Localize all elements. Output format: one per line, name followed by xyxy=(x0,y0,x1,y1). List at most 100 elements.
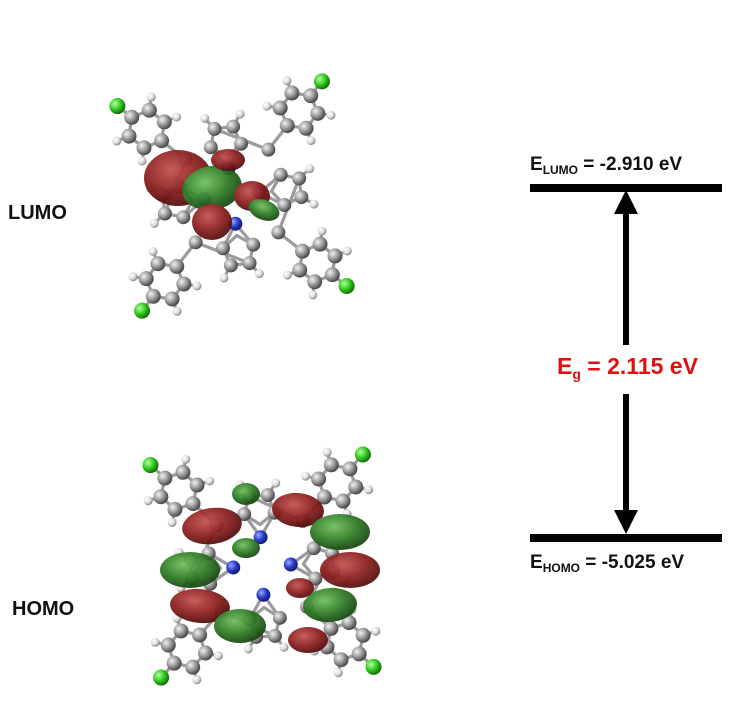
carbon-atom xyxy=(341,615,357,631)
chlorine-atom xyxy=(354,446,371,463)
carbon-atom xyxy=(167,501,183,517)
carbon-atom xyxy=(145,288,161,304)
carbon-atom xyxy=(215,241,230,256)
hydrogen-atom xyxy=(326,110,336,120)
carbon-atom xyxy=(153,489,169,505)
carbon-atom xyxy=(333,652,349,668)
carbon-atom xyxy=(327,248,343,264)
carbon-atom xyxy=(272,100,288,116)
carbon-atom xyxy=(242,256,257,271)
band-gap-label: Eg = 2.115 eV xyxy=(553,353,702,382)
carbon-atom xyxy=(261,142,276,157)
carbon-atom xyxy=(185,659,201,675)
carbon-atom xyxy=(324,267,340,283)
carbon-atom xyxy=(157,470,173,486)
carbon-atom xyxy=(192,627,208,643)
nitrogen-atom xyxy=(283,557,298,572)
carbon-atom xyxy=(138,271,154,287)
orbital-lobes xyxy=(160,483,380,653)
chlorine-atom xyxy=(313,73,330,90)
lumo-energy-value: -2.910 eV xyxy=(599,154,683,175)
negative-lobe xyxy=(310,514,370,550)
nitrogen-atom xyxy=(226,560,241,575)
lumo-label: LUMO xyxy=(8,202,67,224)
lumo-energy-symbol: E xyxy=(530,154,543,175)
carbon-atom xyxy=(298,120,314,136)
negative-lobe xyxy=(303,587,357,623)
carbon-atom xyxy=(121,128,137,144)
positive-lobe xyxy=(286,578,314,598)
carbon-atom xyxy=(234,136,249,151)
chlorine-atom xyxy=(134,302,151,319)
positive-lobe xyxy=(320,552,380,588)
hydrogen-atom xyxy=(306,136,316,146)
lumo-molecule xyxy=(109,73,355,319)
carbon-atom xyxy=(124,109,140,125)
carbon-atom xyxy=(316,489,332,505)
negative-lobe xyxy=(232,483,260,505)
carbon-atom xyxy=(207,121,222,136)
hydrogen-atom xyxy=(308,290,318,300)
carbon-atom xyxy=(267,628,282,643)
hydrogen-atom xyxy=(305,164,315,174)
negative-lobe xyxy=(160,552,220,588)
hydrogen-atom xyxy=(200,113,210,123)
hydrogen-atom xyxy=(279,642,289,652)
hydrogen-atom xyxy=(181,454,191,464)
chlorine-atom xyxy=(338,277,355,294)
carbon-atom xyxy=(136,140,152,156)
gap-symbol: E xyxy=(557,353,573,379)
lumo-energy-label: ELUMO = -2.910 eV xyxy=(530,154,682,177)
carbon-atom xyxy=(273,167,288,182)
carbon-atom xyxy=(306,541,321,556)
homo-energy-symbol: E xyxy=(530,552,543,573)
hydrogen-atom xyxy=(282,76,292,86)
carbon-atom xyxy=(226,119,241,134)
carbon-atom xyxy=(292,262,308,278)
carbon-atom xyxy=(164,291,180,307)
hydrogen-atom xyxy=(205,476,215,486)
chlorine-atom xyxy=(153,669,170,686)
homo-energy-subscript: HOMO xyxy=(542,561,581,575)
orbital-lobes xyxy=(144,149,280,240)
gap-subscript: g xyxy=(572,366,581,382)
hydrogen-atom xyxy=(146,92,156,102)
carbon-atom xyxy=(335,493,351,509)
hydrogen-atom xyxy=(317,226,327,236)
carbon-atom xyxy=(169,258,185,274)
carbon-atom xyxy=(173,623,189,639)
hydrogen-atom xyxy=(235,109,245,119)
positive-lobe xyxy=(272,492,324,528)
carbon-atom xyxy=(160,637,176,653)
negative-lobe xyxy=(182,165,242,211)
carbon-atom xyxy=(323,620,339,636)
homo-label: HOMO xyxy=(12,598,75,620)
carbon-atom xyxy=(307,274,323,290)
homo-energy-value: -5.025 eV xyxy=(601,552,685,573)
carbon-atom xyxy=(292,171,307,186)
carbon-atom xyxy=(308,571,323,586)
negative-lobe xyxy=(248,199,280,221)
carbon-atom xyxy=(260,488,275,503)
carbon-atom xyxy=(197,645,213,661)
hydrogen-atom xyxy=(301,471,311,481)
carbon-atom xyxy=(203,140,218,155)
carbon-atom xyxy=(277,198,292,213)
carbon-atom xyxy=(279,118,295,134)
hydrogen-atom xyxy=(149,218,159,228)
carbon-atom xyxy=(237,507,252,522)
nitrogen-atom xyxy=(256,587,271,602)
hydrogen-atom xyxy=(322,447,332,457)
hydrogen-atom xyxy=(143,496,153,506)
hydrogen-atom xyxy=(243,644,253,654)
carbon-atom xyxy=(141,102,157,118)
hydrogen-atom xyxy=(333,668,343,678)
carbon-atom xyxy=(311,471,327,487)
hydrogen-atom xyxy=(128,272,138,282)
hydrogen-atom xyxy=(342,246,352,256)
carbon-atom xyxy=(150,256,166,272)
gap-value: 2.115 eV xyxy=(607,353,698,379)
carbon-atom xyxy=(294,190,309,205)
